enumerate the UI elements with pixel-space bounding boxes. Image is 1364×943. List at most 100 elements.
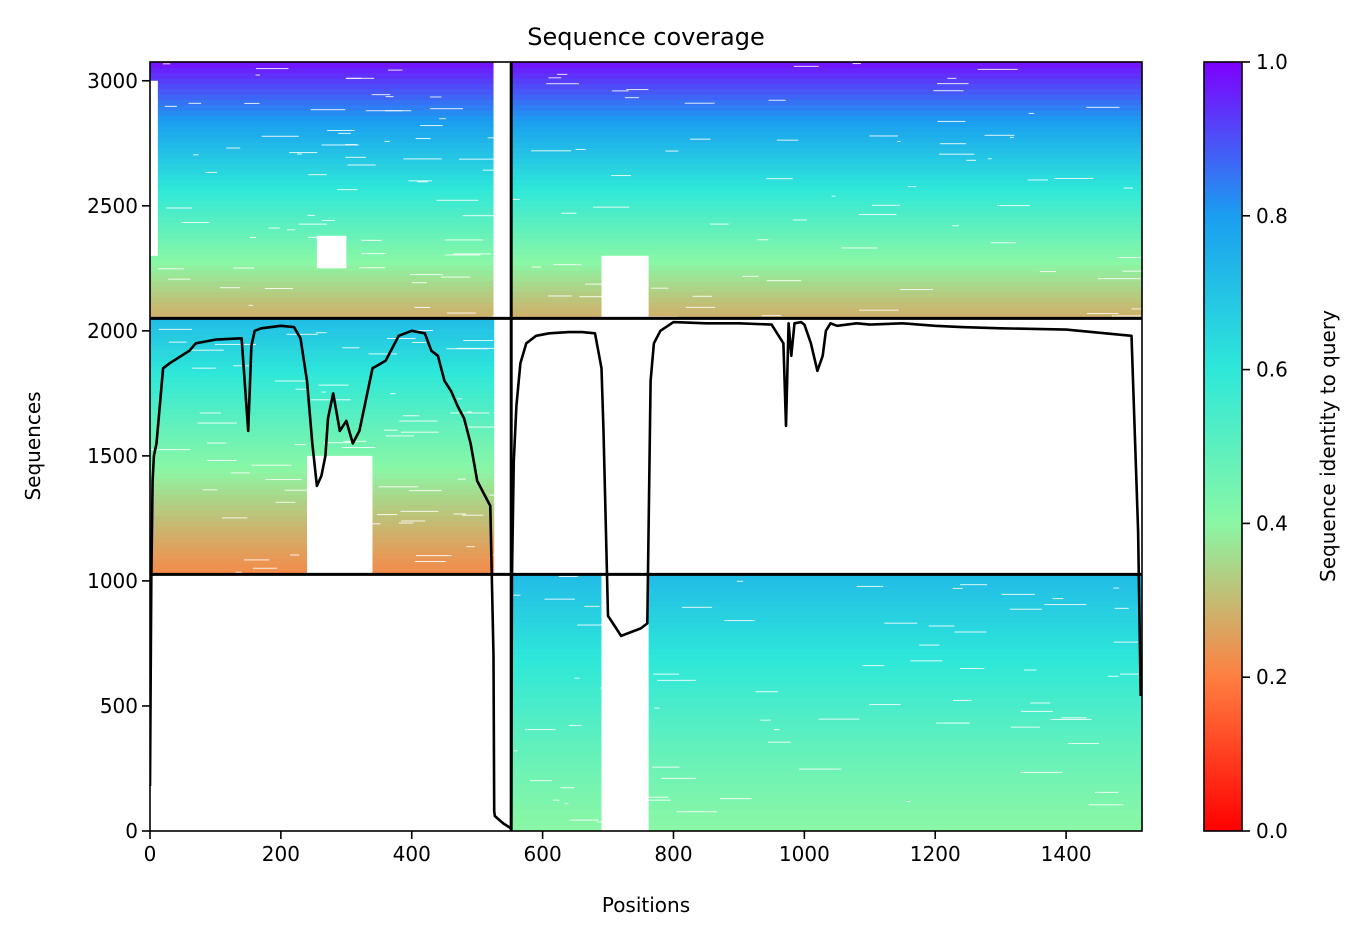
gap-streak: [205, 171, 218, 173]
msa-band: [150, 147, 495, 154]
gap-streak: [286, 333, 318, 335]
gap-streak: [799, 768, 842, 770]
msa-band: [511, 179, 1142, 186]
gap-streak: [315, 332, 327, 334]
msa-band: [511, 126, 1142, 133]
msa-band: [511, 595, 1142, 602]
msa-band: [150, 158, 495, 165]
msa-band: [511, 825, 1142, 831]
gap-streak: [168, 341, 187, 343]
gap-streak: [556, 73, 568, 75]
msa-band: [511, 142, 1142, 149]
gap-streak: [1001, 593, 1035, 595]
gap-streak: [462, 514, 484, 516]
plot-area: [150, 62, 1142, 831]
gap-streak: [553, 799, 560, 801]
msa-band: [150, 136, 495, 143]
gap-streak: [858, 214, 897, 216]
colorbar: [1203, 61, 1243, 832]
msa-band: [511, 713, 1142, 720]
gap-region: [316, 235, 347, 269]
gap-streak: [650, 287, 669, 289]
msa-band: [511, 147, 1142, 154]
gap-streak: [1067, 743, 1100, 745]
msa-band: [150, 99, 495, 106]
msa-band: [511, 136, 1142, 143]
msa-band: [150, 451, 495, 458]
gap-streak: [1122, 270, 1142, 272]
gap-streak: [1054, 177, 1094, 179]
gap-streak: [261, 135, 299, 137]
gap-streak: [398, 522, 414, 524]
gap-streak: [482, 169, 495, 171]
msa-band: [150, 211, 495, 218]
gap-streak: [308, 236, 324, 238]
msa-band: [150, 296, 495, 303]
gap-streak: [385, 110, 412, 112]
gap-streak: [710, 223, 729, 225]
gap-streak: [724, 620, 755, 622]
gap-streak: [310, 109, 346, 111]
gap-streak: [1086, 313, 1119, 315]
msa-band: [511, 227, 1142, 234]
msa-band: [150, 120, 495, 127]
msa-band: [511, 804, 1142, 811]
msa-band: [150, 398, 495, 405]
gap-streak: [530, 150, 572, 152]
msa-band: [511, 115, 1142, 122]
gap-streak: [1010, 726, 1040, 728]
gap-streak: [548, 295, 572, 297]
msa-band: [511, 814, 1142, 821]
gap-streak: [531, 266, 541, 268]
msa-band: [511, 681, 1142, 688]
gap-streak: [318, 384, 349, 386]
gap-streak: [579, 296, 612, 298]
msa-band: [511, 312, 1142, 319]
gap-streak: [546, 83, 580, 85]
msa-band: [150, 174, 495, 181]
gap-streak: [1120, 673, 1142, 675]
x-tick-label: 1000: [779, 842, 830, 866]
gap-streak: [414, 306, 431, 308]
msa-band: [511, 216, 1142, 223]
msa-band: [150, 227, 495, 234]
gap-streak: [937, 120, 966, 122]
gap-streak: [960, 584, 987, 586]
gap-streak: [529, 780, 552, 782]
gap-streak: [307, 214, 315, 216]
gap-streak: [342, 347, 360, 349]
chart-title: Sequence coverage: [527, 23, 764, 51]
gap-streak: [347, 164, 376, 166]
msa-band: [150, 131, 495, 138]
colorbar-tick-label: 0.8: [1256, 204, 1288, 228]
gap-streak: [513, 750, 518, 752]
gap-streak: [429, 96, 442, 98]
gap-streak: [489, 494, 495, 496]
gap-streak: [564, 803, 569, 805]
msa-band: [150, 179, 495, 186]
msa-band: [150, 200, 495, 207]
gap-streak: [413, 330, 434, 332]
gap-streak: [907, 186, 917, 188]
colorbar-tick-label: 0.2: [1256, 665, 1288, 689]
gap-streak: [1027, 179, 1049, 181]
msa-band: [150, 163, 495, 170]
gap-streak: [685, 306, 716, 308]
gap-streak: [166, 207, 192, 209]
msa-band: [511, 184, 1142, 191]
msa-band: [511, 793, 1142, 800]
gap-streak: [919, 644, 940, 646]
msa-band: [511, 222, 1142, 229]
gap-streak: [400, 510, 439, 512]
msa-block: [511, 574, 1142, 831]
y-ticks: 0 500 1000 1500 2000 2500 3000: [87, 69, 150, 843]
gap-streak: [1113, 641, 1142, 643]
msa-band: [511, 307, 1142, 314]
gap-streak: [511, 198, 520, 200]
msa-band: [511, 654, 1142, 661]
msa-band: [511, 264, 1142, 271]
msa-band: [511, 67, 1142, 74]
gap-streak: [289, 152, 318, 154]
gap-streak: [651, 766, 680, 768]
msa-band: [150, 350, 495, 357]
